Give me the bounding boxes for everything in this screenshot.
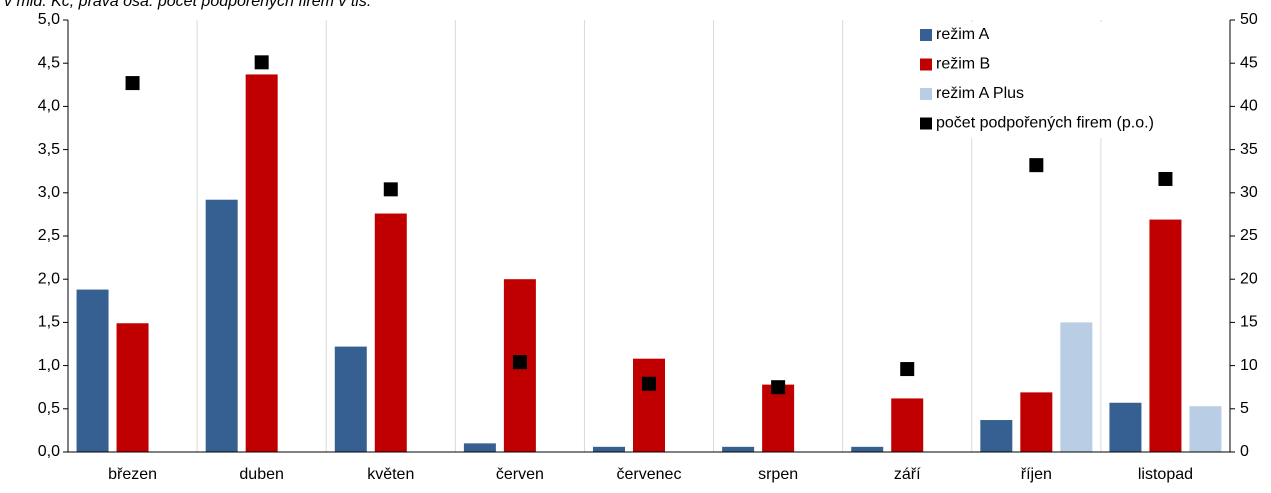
bar (1149, 219, 1182, 452)
y2-tick-label: 0 (1240, 443, 1249, 460)
legend-swatch (920, 117, 932, 130)
legend-label: režim A (936, 26, 990, 43)
y2-tick-label: 15 (1240, 314, 1258, 331)
x-tick-label: říjen (1021, 466, 1052, 483)
y-tick-label: 0,5 (38, 400, 60, 417)
y-tick-label: 4,5 (38, 54, 60, 71)
legend-label: režim A Plus (936, 85, 1024, 102)
marker (383, 182, 398, 197)
x-tick-label: duben (239, 466, 284, 483)
x-tick-label: červen (496, 466, 544, 483)
bar (762, 384, 795, 452)
x-tick-label: červenec (617, 466, 682, 483)
y-tick-label: 3,0 (38, 184, 60, 201)
bar (76, 289, 109, 452)
y-tick-label: 5,0 (38, 11, 60, 28)
legend-label: počet podpořených firem (p.o.) (936, 115, 1154, 132)
x-tick-label: srpen (758, 466, 798, 483)
legend-label: režim B (936, 56, 990, 73)
bar (374, 213, 407, 452)
marker (1029, 158, 1044, 173)
y-tick-label: 2,0 (38, 270, 60, 287)
bar (633, 358, 665, 452)
x-tick-label: listopad (1138, 466, 1193, 483)
legend-swatch (920, 88, 932, 100)
bar (1060, 322, 1093, 452)
bar (1189, 406, 1222, 452)
y2-tick-label: 30 (1240, 184, 1258, 201)
marker (254, 55, 269, 70)
y-tick-label: 2,5 (38, 227, 60, 244)
bar (593, 446, 625, 452)
y-tick-label: 0,0 (38, 443, 60, 460)
x-tick-label: březen (108, 466, 157, 483)
y2-tick-label: 35 (1240, 141, 1258, 158)
bar (334, 346, 367, 452)
bar (245, 74, 278, 452)
y2-tick-label: 10 (1240, 357, 1258, 374)
bar (891, 398, 924, 452)
bar (116, 323, 149, 452)
legend-swatch (920, 29, 932, 41)
legend-swatch (920, 58, 932, 71)
y2-tick-label: 40 (1240, 98, 1258, 115)
y2-tick-label: 45 (1240, 54, 1258, 71)
marker (900, 362, 915, 377)
y2-tick-label: 20 (1240, 270, 1258, 287)
marker (642, 376, 656, 391)
bar (722, 446, 755, 452)
y2-tick-label: 5 (1240, 400, 1249, 417)
bar (851, 446, 884, 452)
marker (1158, 171, 1173, 186)
marker (771, 380, 786, 395)
marker (125, 76, 140, 91)
y-tick-label: 4,0 (38, 98, 60, 115)
x-tick-label: květen (367, 466, 414, 483)
legend-box (912, 22, 1216, 138)
bar (980, 420, 1013, 452)
chart-title: v mld. Kč; pravá osa: počet podpořených … (4, 0, 371, 10)
bar (1020, 392, 1053, 452)
x-tick-label: září (894, 466, 921, 483)
marker (512, 355, 527, 370)
y-tick-label: 1,5 (38, 314, 60, 331)
y2-tick-label: 25 (1240, 227, 1258, 244)
bar (205, 199, 238, 452)
bar (463, 443, 496, 452)
y-tick-label: 3,5 (38, 141, 60, 158)
y-tick-label: 1,0 (38, 357, 60, 374)
y2-tick-label: 50 (1240, 11, 1258, 28)
bar (1109, 402, 1142, 452)
